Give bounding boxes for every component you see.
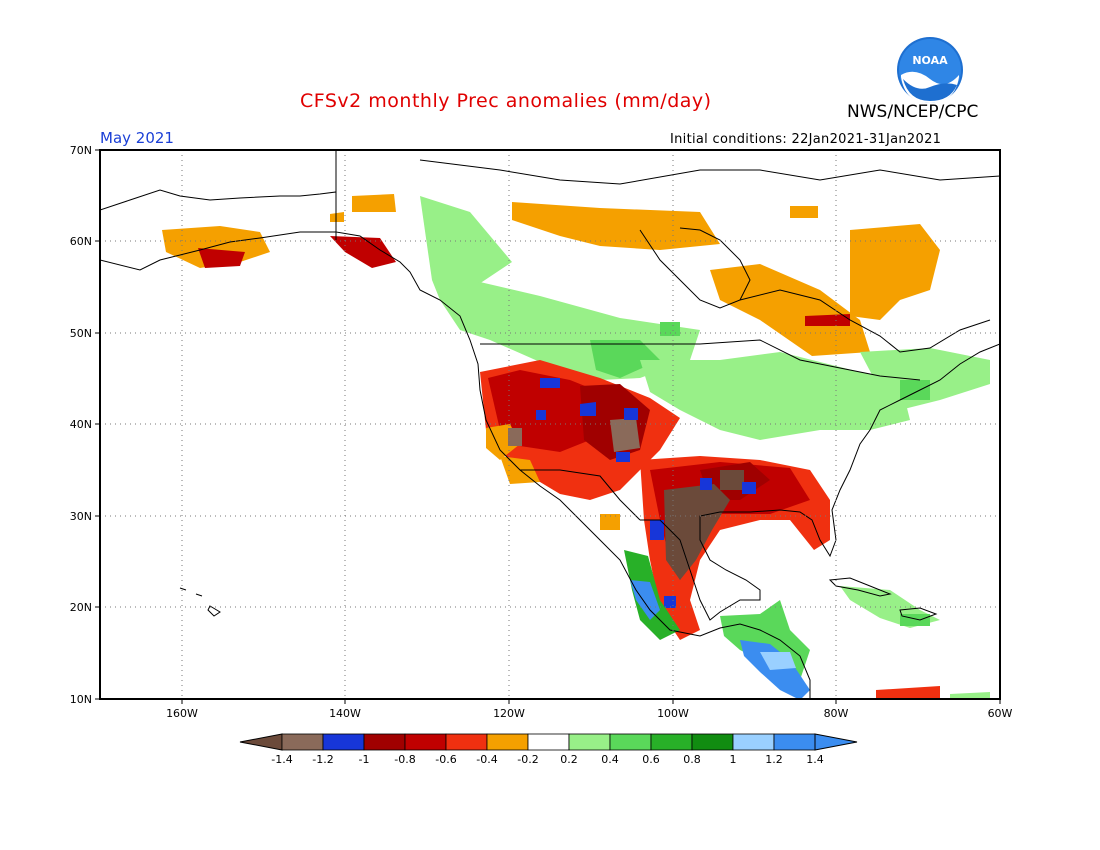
arctic-coast bbox=[419, 159, 1000, 185]
agency-label: NWS/NCEP/CPC bbox=[847, 102, 979, 122]
canada-coast bbox=[739, 289, 991, 353]
colorbar-swatch bbox=[773, 733, 816, 751]
lon-label: 100W bbox=[657, 707, 689, 720]
colorbar-swatch bbox=[527, 733, 570, 751]
colorbar-label: -1.2 bbox=[312, 753, 333, 766]
colorbar-label: -0.4 bbox=[476, 753, 497, 766]
colorbar-swatch bbox=[322, 733, 365, 751]
cuba bbox=[828, 577, 892, 597]
colorbar-label: -1 bbox=[359, 753, 370, 766]
colorbar-label: 1.2 bbox=[765, 753, 783, 766]
lon-label: 120W bbox=[493, 707, 525, 720]
alaska-south-coast bbox=[100, 231, 336, 271]
us-mexico-border bbox=[520, 469, 641, 521]
coastlines bbox=[100, 150, 1000, 699]
graticule bbox=[100, 150, 1000, 699]
colorbar-swatch bbox=[445, 733, 488, 751]
lon-label: 140W bbox=[329, 707, 361, 720]
colorbar-swatch bbox=[650, 733, 693, 751]
colorbar-swatch bbox=[568, 733, 611, 751]
midwest-wet bbox=[640, 352, 910, 440]
lat-label: 20N bbox=[70, 601, 92, 614]
lat-label: 60N bbox=[70, 235, 92, 248]
colorbar-label: 0.4 bbox=[601, 753, 619, 766]
colorbar-label: 0.2 bbox=[560, 753, 578, 766]
texas-gulf-very-dry bbox=[664, 484, 730, 580]
colorbar-left-arrow bbox=[239, 733, 283, 751]
colorbar-swatch bbox=[609, 733, 652, 751]
colorbar-right-arrow bbox=[814, 733, 858, 751]
colorbar-label: 0.8 bbox=[683, 753, 701, 766]
tick-marks bbox=[95, 149, 1001, 704]
anomaly-fields bbox=[162, 194, 990, 699]
alaska-dry-core bbox=[198, 248, 245, 268]
colorbar-swatch bbox=[281, 733, 324, 751]
colorbar-label: 0.6 bbox=[642, 753, 660, 766]
lon-label: 60W bbox=[988, 707, 1013, 720]
colorbar-label: -0.2 bbox=[517, 753, 538, 766]
central-canada-wet-core bbox=[590, 340, 660, 378]
lat-label: 70N bbox=[70, 144, 92, 157]
svg-text:NOAA: NOAA bbox=[912, 54, 948, 67]
alaska-coast bbox=[100, 189, 811, 699]
initial-conditions: Initial conditions: 22Jan2021-31Jan2021 bbox=[670, 132, 942, 147]
lon-label: 160W bbox=[166, 707, 198, 720]
colorbar-label: -0.6 bbox=[435, 753, 456, 766]
colorbar-swatch bbox=[486, 733, 529, 751]
lon-label: 80W bbox=[824, 707, 849, 720]
colorbar-swatch bbox=[404, 733, 447, 751]
lat-label: 40N bbox=[70, 418, 92, 431]
alaska-panhandle-dry bbox=[330, 236, 396, 268]
lat-label: 50N bbox=[70, 327, 92, 340]
lat-label: 30N bbox=[70, 510, 92, 523]
hispaniola bbox=[899, 607, 938, 621]
noaa-logo: NOAA bbox=[895, 35, 965, 105]
canada-dry-band bbox=[512, 202, 720, 250]
colorbar-swatch bbox=[732, 733, 775, 751]
latitude-labels: 70N 60N 50N 40N 30N 20N 10N bbox=[70, 144, 92, 706]
gulf-coast bbox=[640, 343, 1000, 621]
colorbar-label: 1.4 bbox=[806, 753, 824, 766]
us-canada-border bbox=[480, 339, 921, 381]
colorbar-label: -1.4 bbox=[271, 753, 292, 766]
colorbar: -1.4 -1.2 -1 -0.8 -0.6 -0.4 -0.2 0.2 0.4 0.6 0.8 1 1… bbox=[239, 733, 858, 766]
colorbar-label: -0.8 bbox=[394, 753, 415, 766]
colorbar-swatch bbox=[363, 733, 406, 751]
colorbar-label: 1 bbox=[730, 753, 737, 766]
hawaii bbox=[179, 587, 221, 617]
forecast-month: May 2021 bbox=[100, 129, 174, 147]
western-canada-wet bbox=[420, 196, 512, 300]
map-title: CFSv2 monthly Prec anomalies (mm/day) bbox=[300, 90, 712, 112]
lat-label: 10N bbox=[70, 693, 92, 706]
longitude-labels: 160W 140W 120W 100W 80W 60W bbox=[166, 707, 1012, 720]
colorbar-swatch bbox=[691, 733, 734, 751]
